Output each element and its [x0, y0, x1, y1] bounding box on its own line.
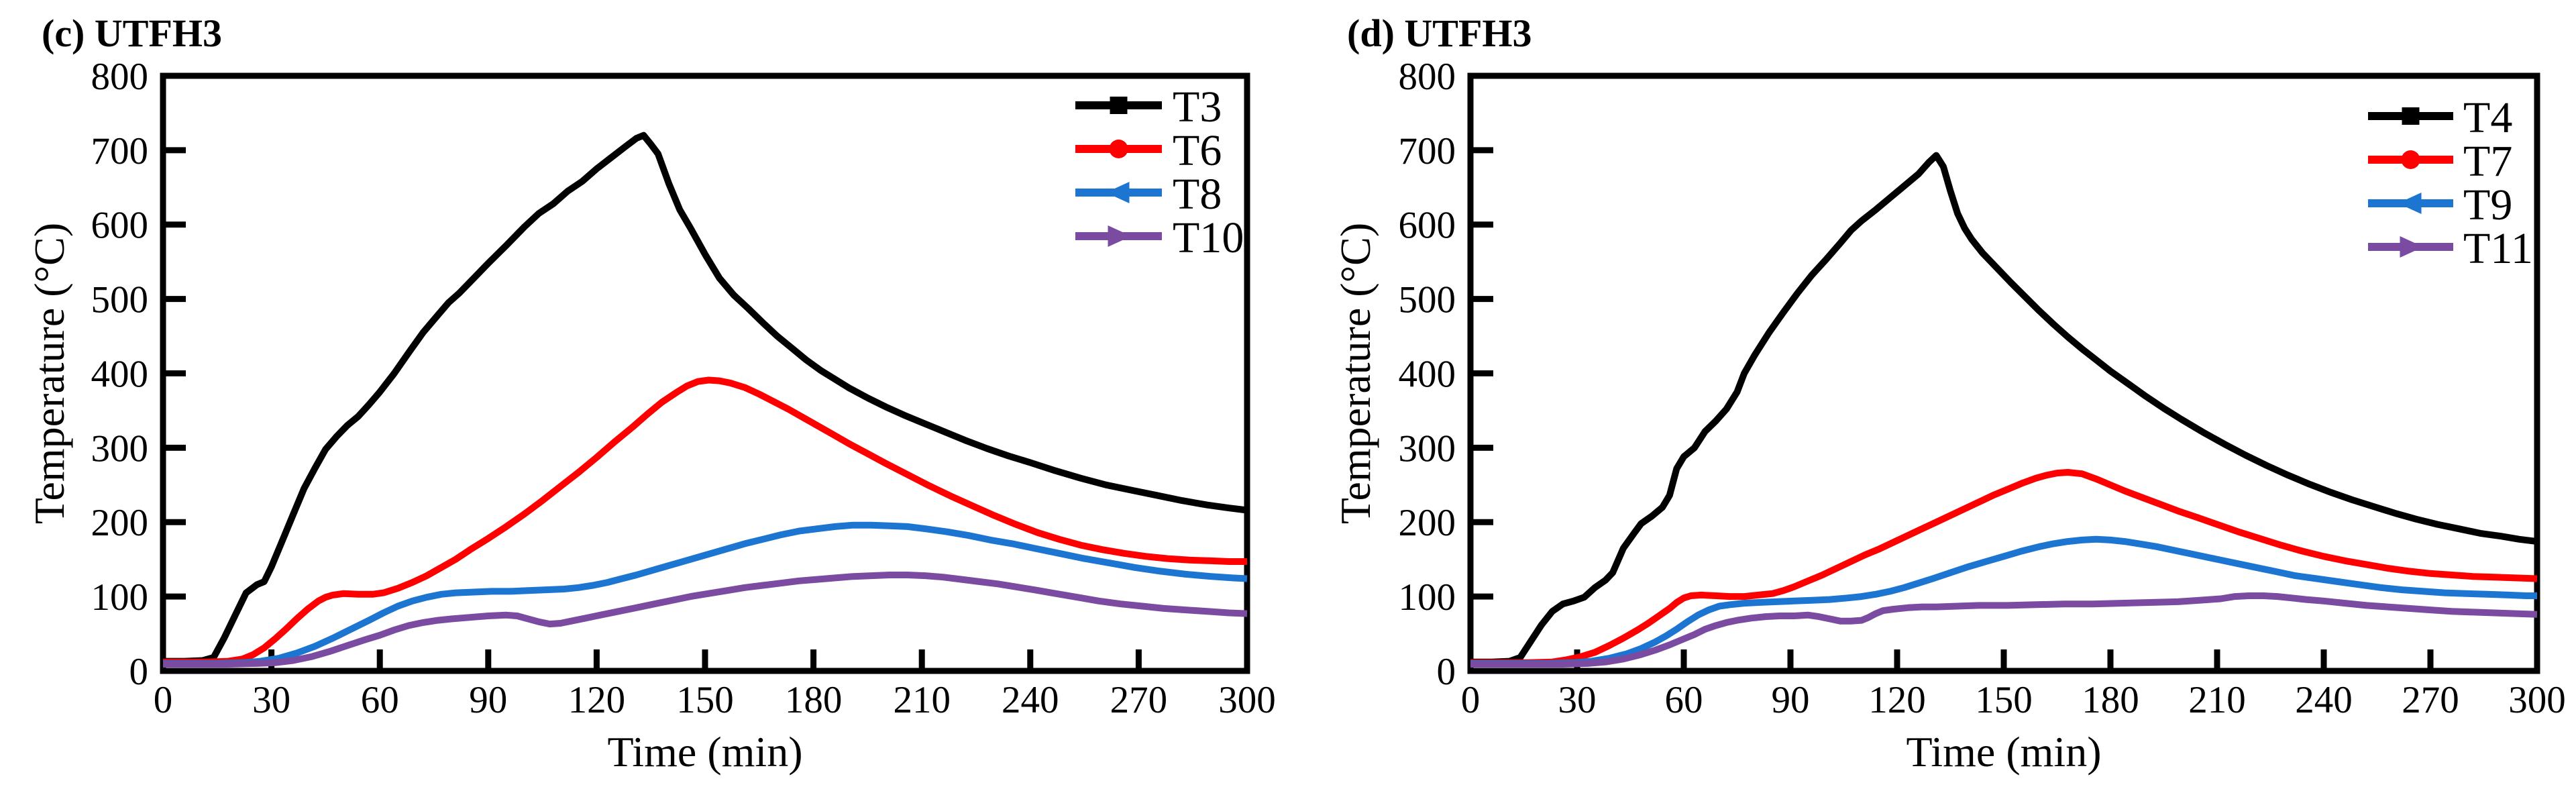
x-tick-label: 120 [1868, 679, 1926, 721]
legend-entry-T11: T11 [2368, 224, 2533, 273]
legend-entry-T10: T10 [1075, 213, 1244, 262]
y-tick-label: 400 [91, 353, 149, 395]
x-axis-label: Time (min) [608, 728, 803, 776]
y-tick-label: 400 [1399, 353, 1456, 395]
x-tick-label: 180 [785, 679, 843, 721]
x-tick-label: 180 [2082, 679, 2139, 721]
legend-label: T8 [1173, 170, 1222, 219]
x-tick-label: 60 [1665, 679, 1703, 721]
x-axis-label: Time (min) [1907, 728, 2102, 776]
x-tick-label: 90 [1772, 679, 1810, 721]
x-tick-label: 0 [1461, 679, 1481, 721]
legend-label: T11 [2463, 224, 2533, 273]
x-tick-label: 210 [2188, 679, 2246, 721]
series-line-T9 [1470, 535, 2537, 667]
square-marker-icon [1110, 97, 1128, 114]
x-tick-label: 240 [1002, 679, 1059, 721]
triangle-left-marker-icon [1106, 182, 1130, 203]
legend-label: T9 [2463, 180, 2512, 229]
chart-title: (c) UTFH3 [42, 11, 222, 55]
x-tick-label: 240 [2295, 679, 2353, 721]
square-marker-icon [2402, 107, 2420, 125]
y-tick-label: 600 [91, 205, 149, 247]
chart-panel-d: (d) UTFH3 0 30 60 90 120 150 180 210 240 270 300 0 1… [1288, 0, 2576, 791]
legend-label: T6 [1173, 126, 1222, 175]
y-tick-label: 300 [1399, 427, 1456, 470]
y-tick-label: 300 [91, 427, 149, 470]
series-line-T3 [163, 131, 1248, 665]
x-tick-label: 300 [2508, 679, 2566, 721]
legend-label: T10 [1173, 213, 1244, 262]
x-tick-label: 270 [2402, 679, 2459, 721]
legend-entry-T8: T8 [1075, 170, 1222, 219]
triangle-right-marker-icon [2400, 236, 2424, 258]
legend-entry-T3: T3 [1075, 83, 1222, 131]
y-tick-label: 500 [1399, 279, 1456, 321]
x-tick-label: 150 [1975, 679, 2033, 721]
legend-label: T4 [2463, 93, 2512, 142]
legend-entry-T6: T6 [1075, 126, 1222, 175]
plot-frame [1467, 72, 2540, 674]
triangle-left-marker-icon [2398, 193, 2422, 214]
y-axis-label: Temperature (°C) [1332, 223, 1379, 524]
x-tick-label: 120 [568, 679, 626, 721]
series-line-T6 [163, 376, 1247, 666]
x-tick-label: 30 [1558, 679, 1597, 721]
x-tick-label: 210 [893, 679, 951, 721]
circle-marker-icon [2401, 150, 2420, 169]
x-tick-label: 270 [1110, 679, 1168, 721]
series-line-T4 [1470, 152, 2538, 666]
x-tick-label: 60 [361, 679, 399, 721]
y-tick-label: 200 [1399, 502, 1456, 544]
circle-marker-icon [1109, 140, 1128, 158]
y-tick-label: 0 [1437, 651, 1456, 693]
y-tick-label: 500 [91, 279, 149, 321]
x-tick-label: 150 [676, 679, 734, 721]
legend-label: T7 [2463, 137, 2512, 186]
legend-entry-T7: T7 [2368, 137, 2512, 186]
legend-entry-T4: T4 [2368, 93, 2512, 142]
x-tick-label: 90 [469, 679, 507, 721]
y-tick-label: 800 [91, 56, 149, 98]
y-axis-label: Temperature (°C) [25, 223, 73, 524]
y-tick-label: 100 [91, 576, 149, 619]
triangle-right-marker-icon [1108, 225, 1132, 247]
series-line-T7 [1470, 469, 2538, 666]
legend-label: T3 [1173, 83, 1222, 131]
x-tick-label: 300 [1218, 679, 1276, 721]
y-tick-label: 700 [91, 130, 149, 172]
y-tick-label: 100 [1399, 576, 1456, 619]
legend-entry-T9: T9 [2368, 180, 2512, 229]
y-tick-label: 600 [1399, 205, 1456, 247]
y-tick-label: 800 [1399, 56, 1456, 98]
chart-panel-c: (c) UTFH3 0 30 60 90 120 150 180 210 240 270 300 0 1… [25, 11, 1276, 776]
y-tick-label: 700 [1399, 130, 1456, 172]
plot-frame [160, 72, 1250, 674]
chart-title: (d) UTFH3 [1347, 11, 1532, 55]
x-tick-label: 0 [154, 679, 173, 721]
series-line-T10 [163, 572, 1248, 668]
y-tick-label: 200 [91, 502, 149, 544]
series-line-T8 [163, 521, 1248, 667]
x-tick-label: 30 [252, 679, 290, 721]
series-line-T11 [1470, 592, 2538, 668]
plot-area: 0 30 60 90 120 150 180 210 240 270 300 0 100 200 300 40… [1332, 56, 2566, 776]
y-tick-label: 0 [129, 651, 149, 693]
plot-area: 0 30 60 90 120 150 180 210 240 270 300 0 100 200 300 40… [25, 56, 1276, 776]
